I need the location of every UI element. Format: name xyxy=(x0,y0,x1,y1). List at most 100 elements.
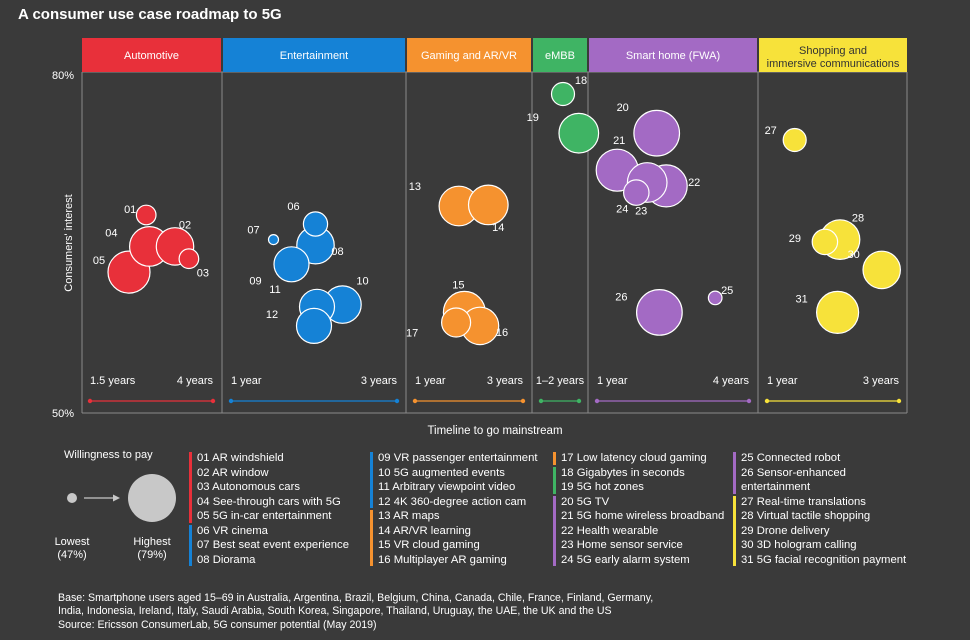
y-tick-label-50: 50% xyxy=(52,408,74,420)
legend-item: 23 Home sensor service xyxy=(561,539,683,551)
bubble-27 xyxy=(782,127,807,153)
legend-item: 18 Gigabytes in seconds xyxy=(561,466,685,479)
page-title: A consumer use case roadmap to 5G xyxy=(18,6,282,23)
bubble-label-25: 25 xyxy=(721,285,733,297)
bubble-label-13: 13 xyxy=(409,181,421,193)
bubble-label-18: 18 xyxy=(575,75,587,87)
legend-item: 01 AR windshield xyxy=(197,452,284,464)
bubble-07 xyxy=(267,234,280,246)
bubble-18 xyxy=(550,81,576,107)
legend-item: 11 Arbitrary viewpoint video xyxy=(378,481,516,493)
willingness-low-value: (47%) xyxy=(57,549,87,561)
willingness-low: Lowest (47%) xyxy=(52,536,92,562)
bubble-label-30: 30 xyxy=(848,249,860,261)
timeline-start-5: 1 year xyxy=(767,375,798,387)
bubble-19 xyxy=(558,112,600,154)
timeline-start-1: 1 year xyxy=(231,375,262,387)
timeline-dot-start-5 xyxy=(764,398,770,404)
bubble-20 xyxy=(633,109,681,157)
bubble-label-17: 17 xyxy=(406,328,418,340)
legend-item: 06 VR cinema xyxy=(197,524,268,537)
bubble-label-04: 04 xyxy=(105,227,117,239)
legend-category-bar xyxy=(553,466,556,494)
timeline-dot-start-3 xyxy=(538,398,544,404)
bubble-label-21: 21 xyxy=(613,135,625,147)
timeline-end-2: 3 years xyxy=(487,375,524,387)
legend-column-1: 01 AR windshield 02 AR window 03 Autonomou… xyxy=(189,451,349,567)
legend-item: entertainment xyxy=(741,481,811,493)
category-header-2 xyxy=(407,38,531,72)
bubble-31 xyxy=(815,290,860,334)
legend-item: 09 VR passenger entertainment xyxy=(378,452,538,464)
legend-column-2: 09 VR passenger entertainment 10 5G augme… xyxy=(370,451,538,567)
bubble-label-11: 11 xyxy=(269,284,280,296)
category-label-4: Smart home (FWA) xyxy=(626,50,720,62)
timeline-dot-start-1 xyxy=(228,398,234,404)
legend-item: 17 Low latency cloud gaming xyxy=(561,452,707,464)
bubble-label-06: 06 xyxy=(287,201,299,213)
category-label-1: Entertainment xyxy=(280,50,348,62)
bubble-label-26: 26 xyxy=(615,291,627,303)
legend-item: 07 Best seat event experience xyxy=(197,539,349,551)
bubble-label-27: 27 xyxy=(765,125,777,137)
category-label-5-line1: Shopping and xyxy=(799,45,867,57)
bubble-25 xyxy=(707,290,723,306)
bubble-label-05: 05 xyxy=(93,255,105,267)
timeline-dot-end-3 xyxy=(576,398,582,404)
legend-category-bar xyxy=(370,510,373,566)
bubble-label-02: 02 xyxy=(179,219,191,231)
legend-item: 21 5G home wireless broadband xyxy=(561,510,725,522)
category-label-2: Gaming and AR/VR xyxy=(421,50,517,62)
bubble-label-03: 03 xyxy=(197,268,209,280)
legend-item: 15 VR cloud gaming xyxy=(378,539,480,551)
bubble-09 xyxy=(273,246,310,283)
legend-item: 05 5G in-car entertainment xyxy=(197,510,332,522)
bubble-label-28: 28 xyxy=(852,213,864,225)
legend-item: 30 3D hologram calling xyxy=(741,539,857,551)
timeline-end-4: 4 years xyxy=(713,375,750,387)
bubble-03 xyxy=(178,248,200,270)
legend-category-bar xyxy=(553,495,556,566)
legend-item: 08 Diorama xyxy=(197,553,256,566)
timeline-dot-end-5 xyxy=(896,398,902,404)
category-label-3: eMBB xyxy=(545,50,575,62)
legend-item: 25 Connected robot xyxy=(741,452,841,464)
legend-item: 24 5G early alarm system xyxy=(561,553,690,566)
timeline-end-0: 4 years xyxy=(177,375,214,387)
willingness-min-bubble xyxy=(67,493,77,503)
bubble-label-01: 01 xyxy=(124,204,136,216)
bubble-30 xyxy=(862,250,902,290)
bubble-label-31: 31 xyxy=(795,293,807,305)
timeline-dot-end-1 xyxy=(394,398,400,404)
bubble-label-10: 10 xyxy=(356,276,368,288)
bubble-label-14: 14 xyxy=(492,222,504,234)
willingness-high: Highest (79%) xyxy=(130,536,174,562)
bubble-chart: 80% 50% Consumers' interest Timeline to go … xyxy=(52,38,908,437)
bubble-label-24: 24 xyxy=(616,204,628,216)
legend-item: 03 Autonomous cars xyxy=(197,481,300,493)
bubble-12 xyxy=(295,307,333,344)
bubble-label-29: 29 xyxy=(789,233,801,245)
legend-category-bar xyxy=(189,452,192,523)
legend-item: 12 4K 360-degree action cam xyxy=(378,495,527,508)
bubble-01 xyxy=(135,204,157,226)
bubble-17 xyxy=(441,307,472,338)
timeline-start-0: 1.5 years xyxy=(90,375,136,387)
willingness-high-value: (79%) xyxy=(137,549,167,561)
legend-category-bar xyxy=(733,452,736,494)
willingness-arrow-head xyxy=(113,494,120,502)
legend-category-bar xyxy=(733,495,736,566)
legend-column-4: 25 Connected robot 26 Sensor-enhanced ente… xyxy=(733,451,906,567)
legend-item: 26 Sensor-enhanced xyxy=(741,466,846,479)
timeline-dot-start-4 xyxy=(594,398,600,404)
legend-item: 04 See-through cars with 5G xyxy=(197,495,341,508)
y-tick-label-80: 80% xyxy=(52,70,74,82)
category-header-3 xyxy=(533,38,587,72)
bubble-26 xyxy=(636,289,683,336)
category-label-0: Automotive xyxy=(124,50,179,62)
bubble-label-07: 07 xyxy=(247,225,259,237)
willingness-max-bubble xyxy=(128,474,176,522)
legend-item: 28 Virtual tactile shopping xyxy=(741,510,871,522)
timeline-dot-end-2 xyxy=(520,398,526,404)
bubble-label-23: 23 xyxy=(635,206,647,218)
